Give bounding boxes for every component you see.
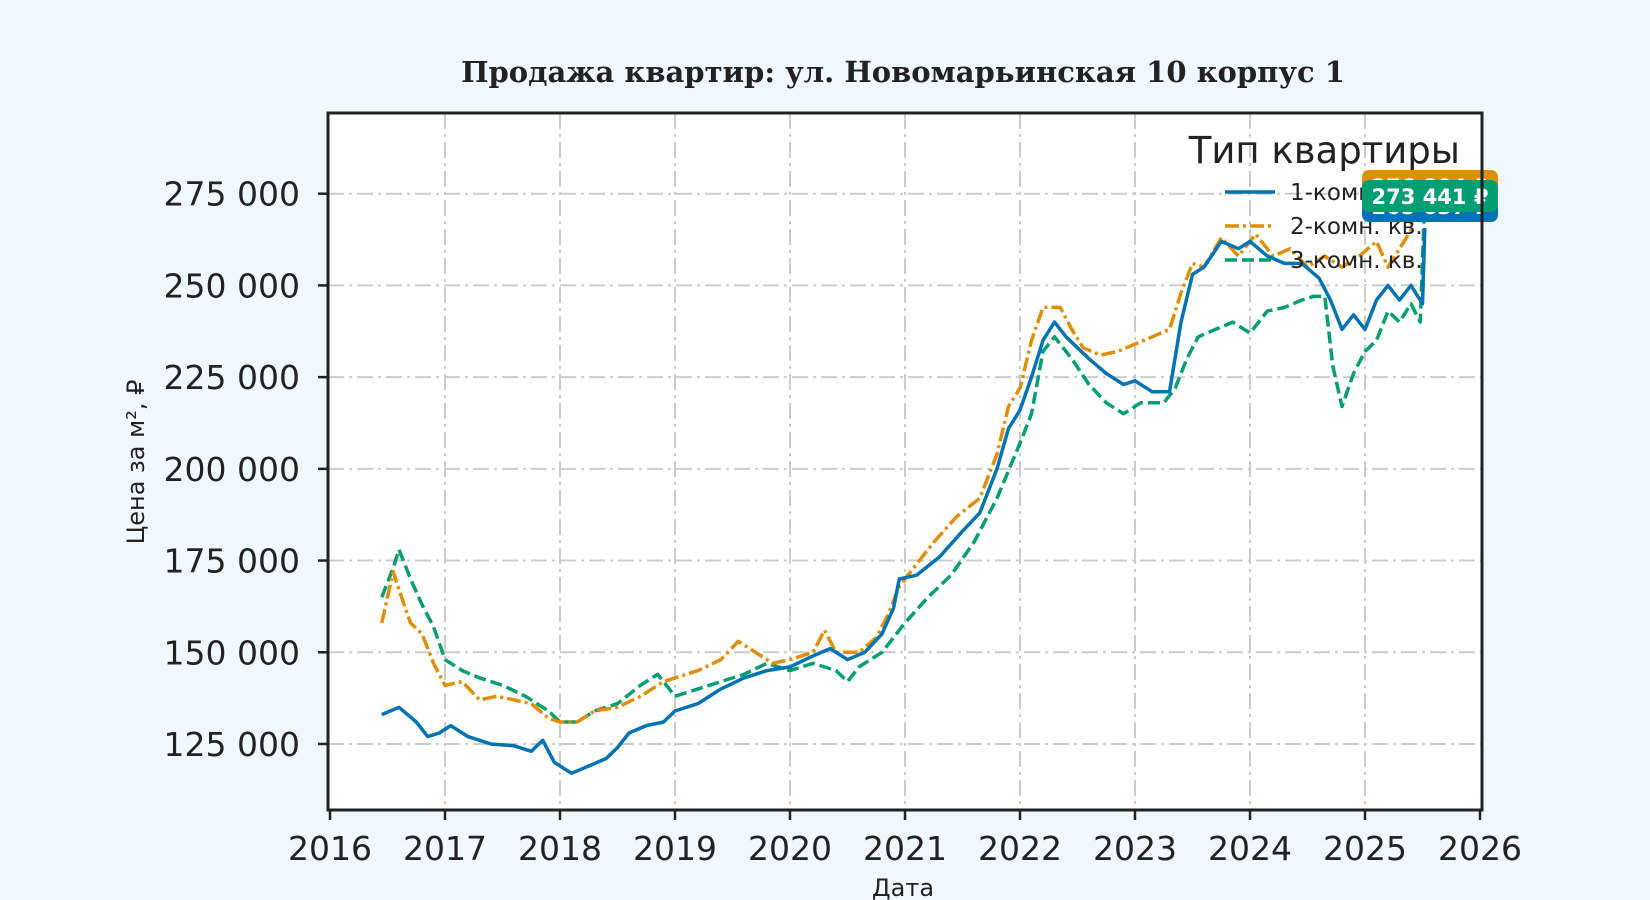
grid — [328, 113, 1482, 810]
series-line — [380, 173, 1427, 724]
series-layer — [380, 173, 1427, 776]
y-tick-label: 200 000 — [164, 450, 300, 489]
end-label-badge — [1362, 180, 1498, 212]
x-tick-label: 2018 — [518, 829, 602, 868]
y-tick-label: 125 000 — [164, 725, 300, 764]
x-tick-label: 2022 — [978, 829, 1062, 868]
x-tick-label: 2025 — [1323, 829, 1407, 868]
x-axis-label: Дата — [872, 874, 934, 900]
series-line — [380, 199, 1427, 724]
chart-title: Продажа квартир: ул. Новомарьинская 10 к… — [461, 55, 1345, 89]
legend-item-label: 3-комн. кв. — [1290, 248, 1423, 274]
x-tick-label: 2021 — [863, 829, 947, 868]
x-tick-label: 2019 — [633, 829, 717, 868]
series-line — [381, 228, 1427, 776]
x-tick-label: 2026 — [1438, 829, 1522, 868]
legend: Тип квартиры 1-комн. кв.2-комн. кв.3-ком… — [1188, 129, 1460, 274]
x-tick-label: 2024 — [1208, 829, 1292, 868]
y-tick-label: 250 000 — [164, 266, 300, 305]
end-labels: 276 804 ₽265 637 ₽273 441 ₽ — [1362, 170, 1498, 222]
x-tick-label: 2017 — [403, 829, 487, 868]
legend-title: Тип квартиры — [1188, 129, 1460, 172]
y-tick-label: 150 000 — [164, 633, 300, 672]
y-tick-label: 275 000 — [164, 175, 300, 214]
x-tick-label: 2020 — [748, 829, 832, 868]
end-label-text: 273 441 ₽ — [1372, 185, 1489, 209]
x-tick-label: 2016 — [288, 829, 372, 868]
y-tick-label: 175 000 — [164, 542, 300, 581]
y-axis-label: Цена за м², ₽ — [122, 380, 150, 545]
x-tick-label: 2023 — [1093, 829, 1177, 868]
axis-ticks: 2016 2017 2018 2019 2020 2021 2022 2023 2024 2025… — [164, 175, 1522, 868]
y-tick-label: 225 000 — [164, 358, 300, 397]
